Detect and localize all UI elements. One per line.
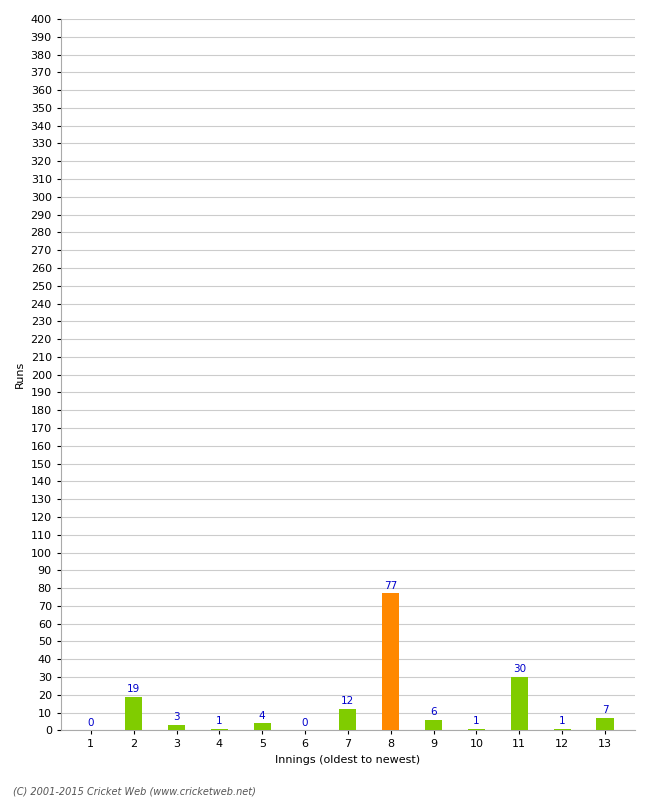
Text: 0: 0 — [302, 718, 308, 728]
Text: 3: 3 — [173, 713, 180, 722]
Text: 12: 12 — [341, 697, 354, 706]
Bar — [468, 729, 485, 730]
Text: 1: 1 — [216, 716, 223, 726]
Y-axis label: Runs: Runs — [15, 361, 25, 388]
Text: (C) 2001-2015 Cricket Web (www.cricketweb.net): (C) 2001-2015 Cricket Web (www.cricketwe… — [13, 786, 256, 796]
Text: 77: 77 — [384, 581, 397, 591]
Text: 1: 1 — [473, 716, 480, 726]
Bar — [339, 709, 356, 730]
Bar — [254, 723, 271, 730]
Bar — [511, 677, 528, 730]
Text: 30: 30 — [513, 664, 526, 674]
Bar — [125, 697, 142, 730]
Bar — [425, 720, 442, 730]
Bar — [382, 594, 399, 730]
Bar — [211, 729, 228, 730]
X-axis label: Innings (oldest to newest): Innings (oldest to newest) — [276, 755, 421, 765]
Text: 0: 0 — [88, 718, 94, 728]
Text: 1: 1 — [559, 716, 566, 726]
Text: 19: 19 — [127, 684, 140, 694]
Bar — [168, 725, 185, 730]
Bar — [597, 718, 614, 730]
Text: 6: 6 — [430, 707, 437, 717]
Bar — [554, 729, 571, 730]
Text: 7: 7 — [602, 706, 608, 715]
Text: 4: 4 — [259, 710, 266, 721]
